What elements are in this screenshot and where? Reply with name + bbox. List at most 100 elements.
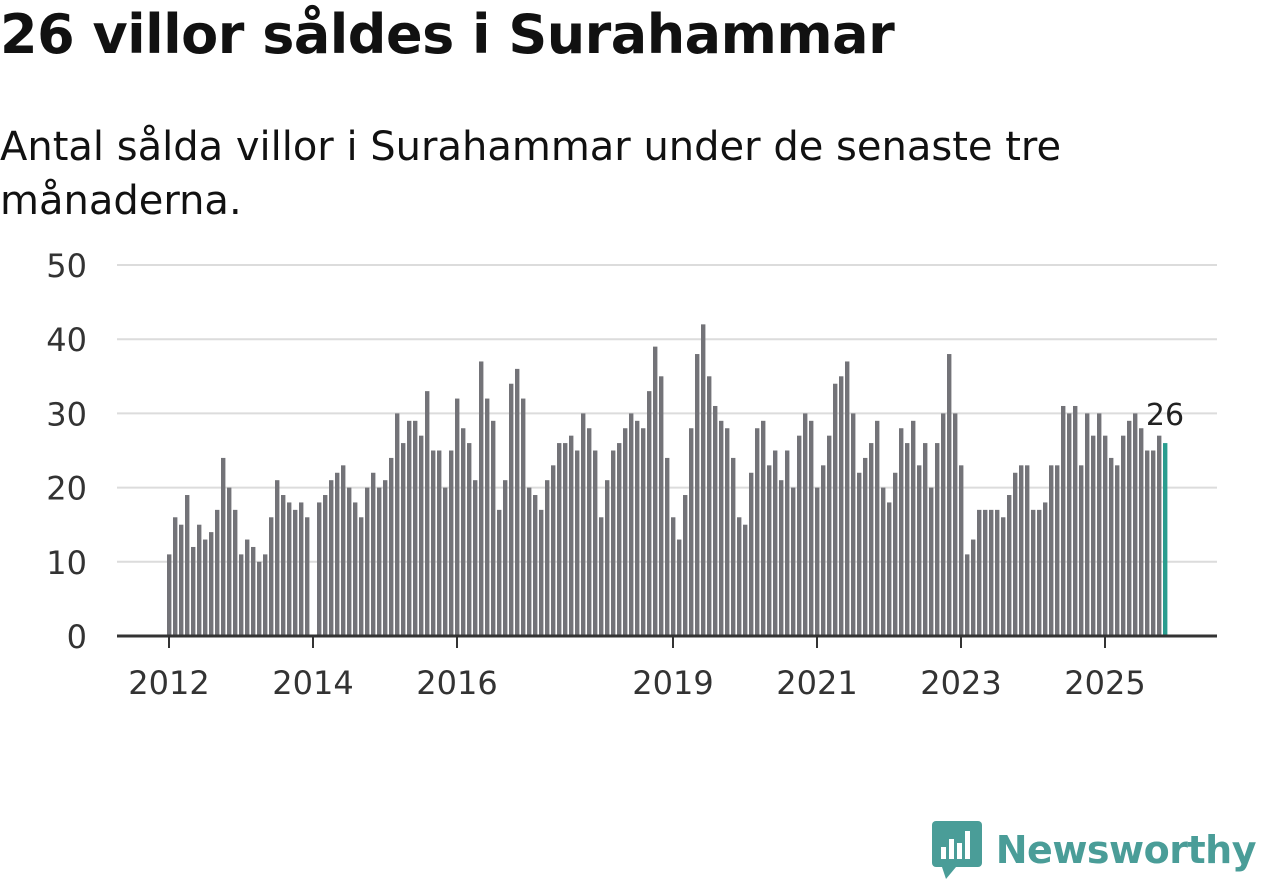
bar (641, 428, 646, 636)
bar (353, 502, 358, 636)
bar (695, 354, 700, 636)
x-tick-label: 2025 (1064, 664, 1145, 702)
bar (419, 435, 424, 636)
bar (803, 413, 808, 636)
bar (1067, 413, 1072, 636)
bar (911, 420, 916, 636)
bar (479, 361, 484, 636)
bar (893, 472, 898, 636)
newsworthy-logo-icon (931, 821, 982, 879)
bar (647, 391, 652, 636)
bar (845, 361, 850, 636)
bar (575, 450, 580, 636)
bar (1127, 420, 1132, 636)
bar (677, 539, 682, 636)
bar (767, 465, 772, 636)
bar (947, 354, 952, 636)
bar (539, 509, 544, 636)
bar (863, 457, 868, 636)
bar (905, 443, 910, 636)
bar (473, 480, 478, 636)
bar (455, 398, 460, 636)
bar (443, 487, 448, 636)
bar (437, 450, 442, 636)
bar (389, 457, 394, 636)
bar (611, 450, 616, 636)
bar (347, 487, 352, 636)
bar (515, 368, 520, 636)
bar (983, 509, 988, 636)
bar (773, 450, 778, 636)
bar (299, 502, 304, 636)
bar (185, 495, 190, 636)
bar (1109, 457, 1114, 636)
bar (269, 517, 274, 636)
bar (815, 487, 820, 636)
bar (197, 524, 202, 636)
chart-title: 26 villor såldes i Surahammar (0, 3, 895, 66)
bar (785, 450, 790, 636)
bar (851, 413, 856, 636)
bar-chart: 0 10 20 30 40 50 2012 2014 2016 2019 2021 2023 2025 2… (46, 247, 1217, 702)
bar (731, 457, 736, 636)
bar (593, 450, 598, 636)
bar (605, 480, 610, 636)
bar (917, 465, 922, 636)
x-tick-label: 2023 (920, 664, 1001, 702)
bar (287, 502, 292, 636)
bar (629, 413, 634, 636)
bar (305, 517, 310, 636)
bar (563, 443, 568, 636)
bar (503, 480, 508, 636)
bar (953, 413, 958, 636)
bar (965, 554, 970, 636)
y-tick-label: 10 (46, 544, 87, 582)
bar (251, 546, 256, 636)
bar (179, 524, 184, 636)
bar (869, 443, 874, 636)
bar (395, 413, 400, 636)
bar (191, 546, 196, 636)
brand-logo: Newsworthy (931, 821, 1257, 879)
bar (485, 398, 490, 636)
bar (659, 376, 664, 636)
bar (545, 480, 550, 636)
y-tick-label: 40 (46, 321, 87, 359)
bar (887, 502, 892, 636)
bar (335, 472, 340, 636)
bar (761, 420, 766, 636)
bar (749, 472, 754, 636)
bar (1061, 405, 1066, 636)
bar (221, 457, 226, 636)
bar (1133, 413, 1138, 636)
bar (587, 428, 592, 636)
bar (995, 509, 1000, 636)
bar (323, 495, 328, 636)
bar (407, 420, 412, 636)
bar (1085, 413, 1090, 636)
bar (275, 480, 280, 636)
bar (467, 443, 472, 636)
bar (527, 487, 532, 636)
bar (1121, 435, 1126, 636)
bar (713, 405, 718, 636)
bar (719, 420, 724, 636)
x-tick-label: 2019 (632, 664, 713, 702)
bar (1145, 450, 1150, 636)
bar (1037, 509, 1042, 636)
bar (491, 420, 496, 636)
bar (521, 398, 526, 636)
y-tick-label: 30 (46, 395, 87, 433)
y-tick-label: 50 (46, 247, 87, 285)
bar (827, 435, 832, 636)
bar (689, 428, 694, 636)
bar (281, 495, 286, 636)
bar (635, 420, 640, 636)
bar (551, 465, 556, 636)
bar (461, 428, 466, 636)
bar (1025, 465, 1030, 636)
bar (359, 517, 364, 636)
bar (791, 487, 796, 636)
bar (317, 502, 322, 636)
bar (383, 480, 388, 636)
